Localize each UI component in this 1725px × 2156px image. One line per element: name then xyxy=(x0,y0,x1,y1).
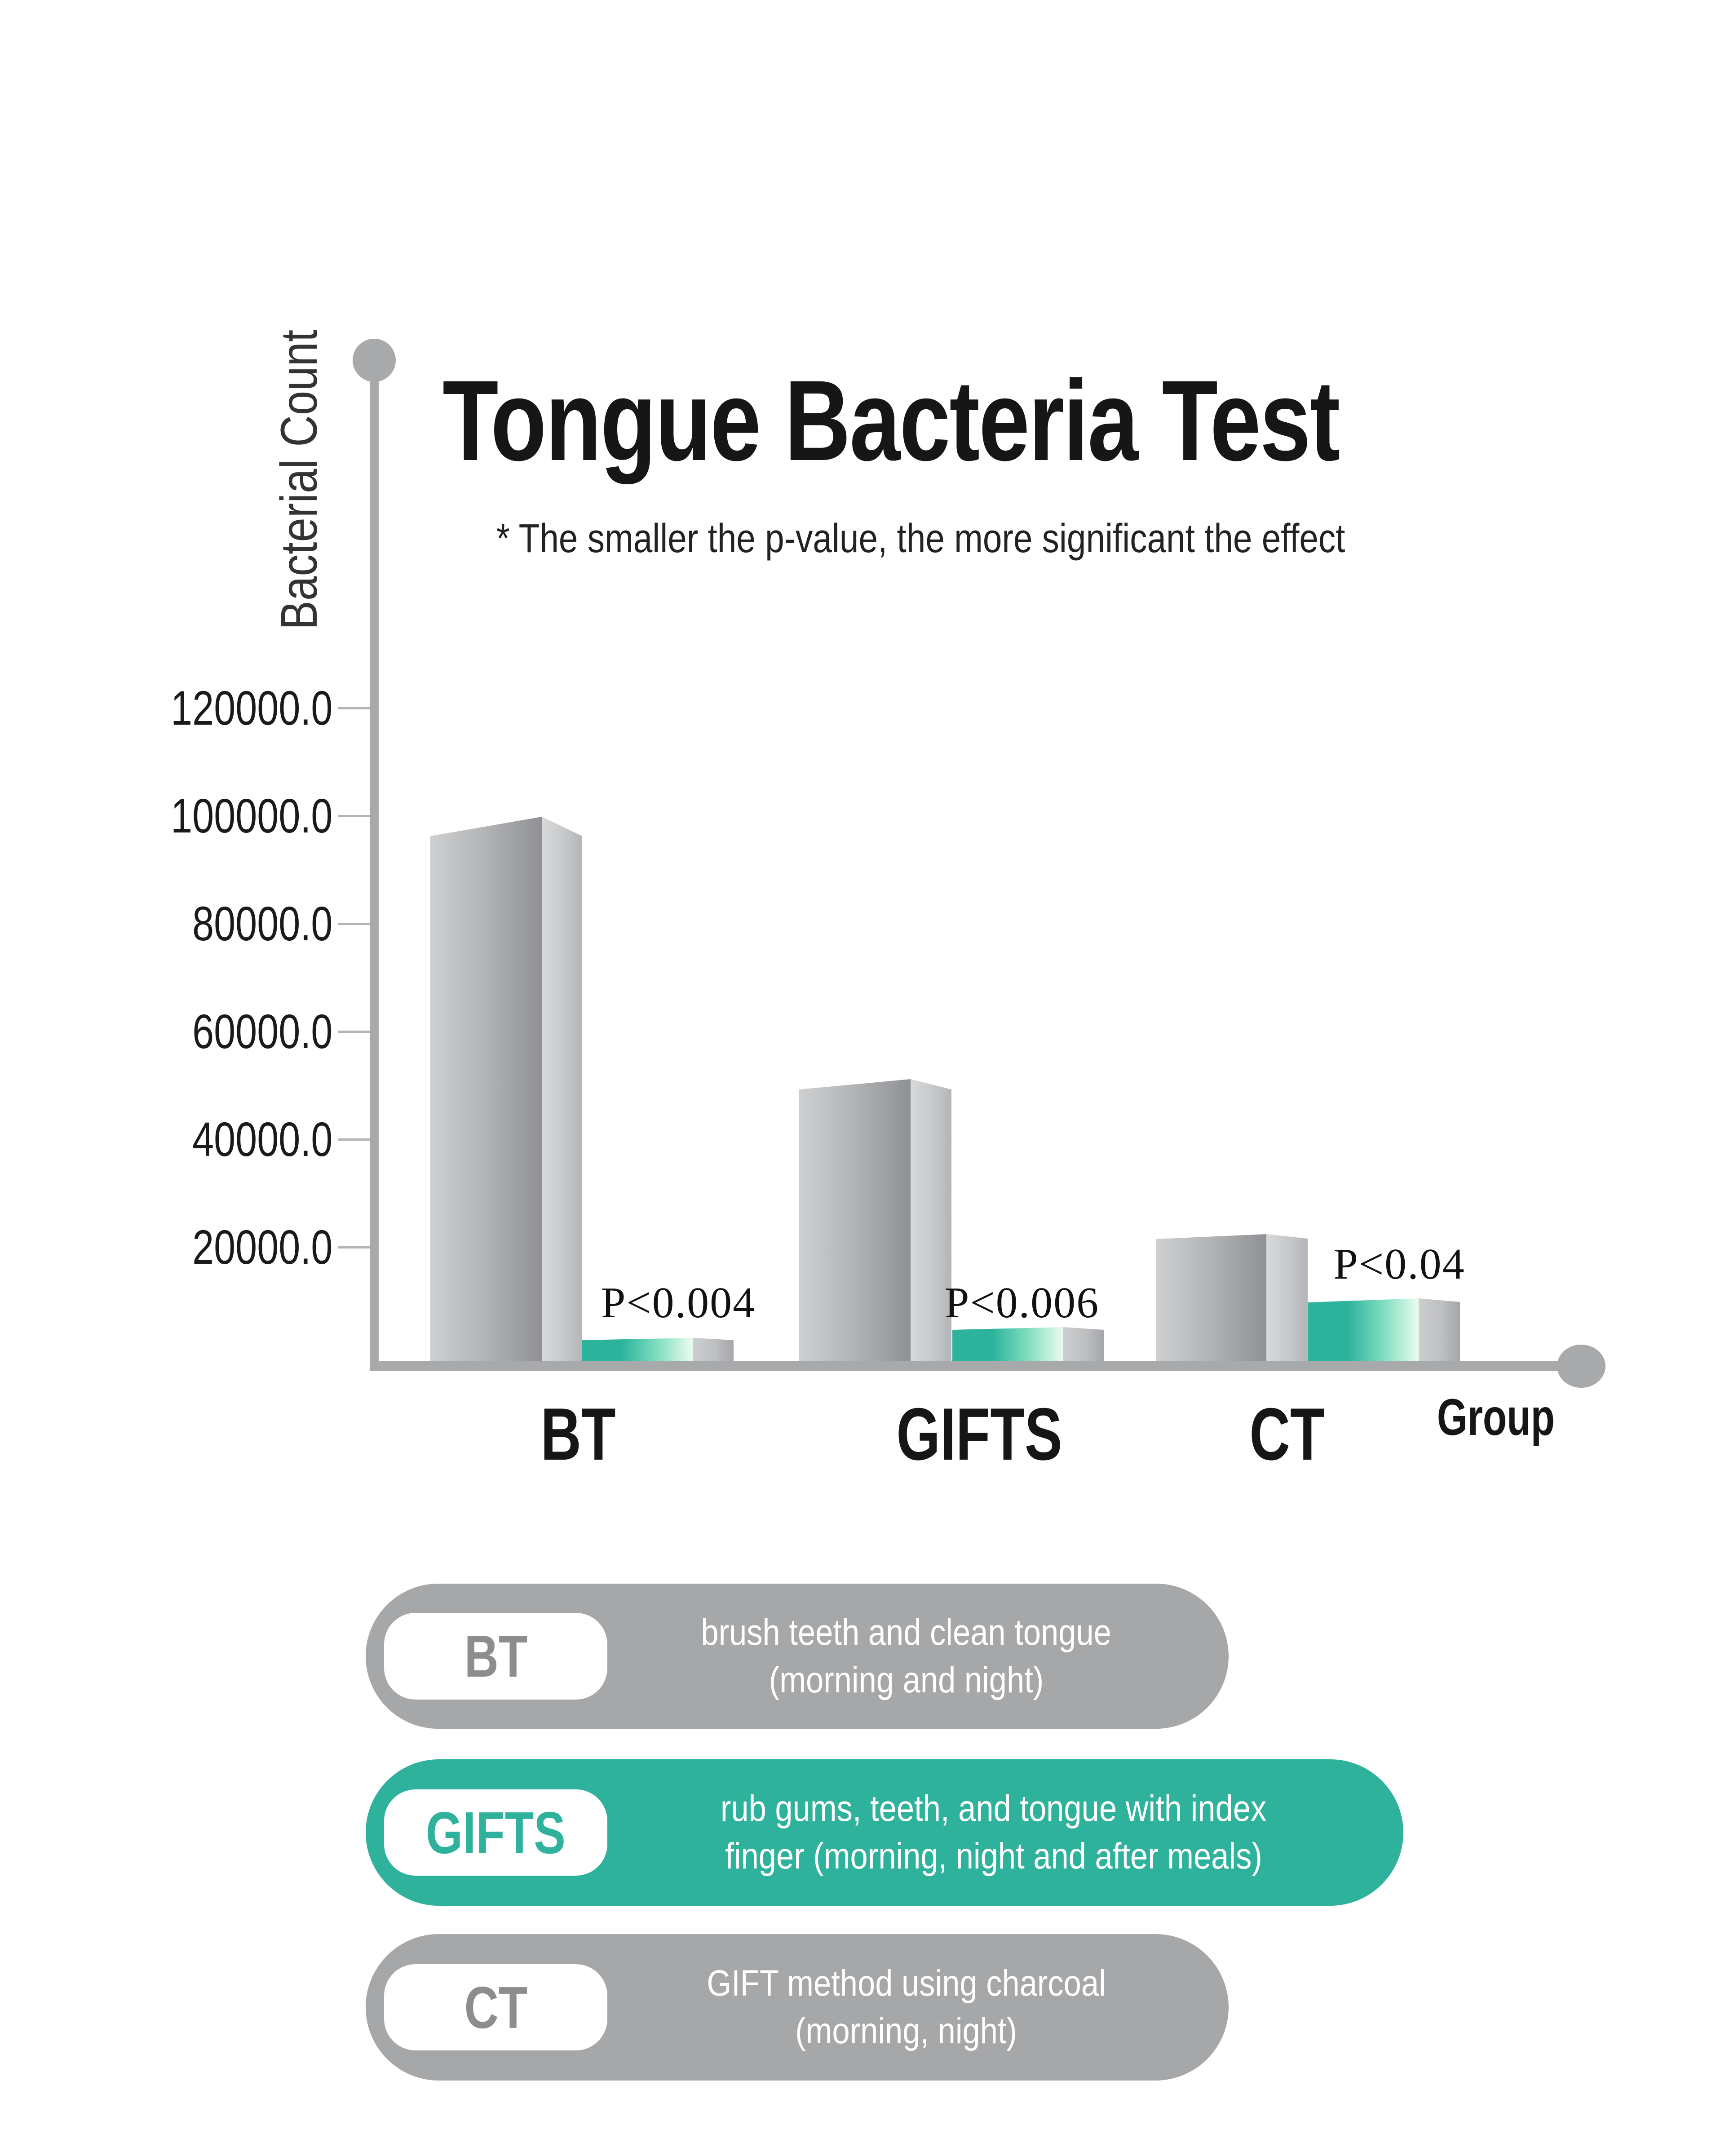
p-value-gifts: P<0.006 xyxy=(944,1279,1100,1327)
legend-key-label-ct: CT xyxy=(464,1974,527,2041)
page-title: Tongue Bacteria Test xyxy=(442,357,1340,485)
bar-bt-before-side xyxy=(542,817,582,1362)
x-label-bt: BT xyxy=(540,1393,616,1475)
y-tick-label: 120000.0 xyxy=(170,681,332,735)
legend-desc-bt: brush teeth and clean tongue (morning an… xyxy=(611,1584,1202,1729)
x-axis-end-dot xyxy=(1557,1345,1606,1388)
y-tick-label: 40000.0 xyxy=(192,1112,332,1166)
y-tick-label: 100000.0 xyxy=(170,788,332,843)
bar-bt-before-front xyxy=(430,817,542,1362)
bar-gifts-before-side xyxy=(911,1079,951,1362)
y-tick-line xyxy=(338,923,370,925)
bar-gifts-after-front xyxy=(952,1327,1063,1362)
legend-key-box-bt: BT xyxy=(384,1613,607,1700)
y-axis-title: Bacterial Count xyxy=(270,329,328,630)
bar-gifts-after-side xyxy=(1063,1327,1104,1362)
legend-desc-line: brush teeth and clean tongue xyxy=(701,1611,1112,1653)
x-label-ct: CT xyxy=(1249,1393,1325,1475)
bar-ct-before-side xyxy=(1266,1234,1308,1362)
x-axis-title: Group xyxy=(1437,1389,1555,1446)
legend-pill-ct: CT GIFT method using charcoal (morning, … xyxy=(366,1934,1229,2081)
y-tick-label: 60000.0 xyxy=(192,1004,332,1058)
y-tick-label: 80000.0 xyxy=(192,896,332,951)
legend-desc-line: rub gums, teeth, and tongue with index xyxy=(721,1788,1267,1829)
x-axis-line xyxy=(370,1361,1570,1371)
y-tick-line xyxy=(338,1246,370,1248)
legend-desc-ct: GIFT method using charcoal (morning, nig… xyxy=(611,1934,1202,2081)
p-value-ct: P<0.04 xyxy=(1333,1240,1465,1288)
bar-ct-after-side xyxy=(1419,1298,1460,1362)
y-axis-line xyxy=(370,359,379,1370)
y-tick-label: 20000.0 xyxy=(192,1220,332,1274)
legend-pill-bt: BT brush teeth and clean tongue (morning… xyxy=(366,1584,1229,1729)
legend-pill-gifts: GIFTS rub gums, teeth, and tongue with i… xyxy=(366,1759,1403,1906)
legend-key-box-gifts: GIFTS xyxy=(384,1789,607,1876)
legend-desc-line: (morning, night) xyxy=(795,2010,1017,2051)
bar-ct-after-front xyxy=(1308,1298,1419,1362)
bar-ct-before-front xyxy=(1156,1234,1266,1362)
legend-key-label-bt: BT xyxy=(464,1623,527,1689)
legend-key-box-ct: CT xyxy=(384,1964,607,2050)
legend-desc-line: (morning and night) xyxy=(769,1659,1044,1700)
y-tick-line xyxy=(338,707,370,709)
bar-bt-after-front xyxy=(582,1338,693,1362)
bar-bt-after-side xyxy=(693,1338,734,1362)
y-tick-line xyxy=(338,1138,370,1141)
chart-subtitle: * The smaller the p-value, the more sign… xyxy=(496,516,1345,561)
y-tick-line xyxy=(338,815,370,817)
bar-gifts-before-front xyxy=(799,1079,911,1362)
p-value-bt: P<0.004 xyxy=(601,1279,756,1327)
legend-desc-gifts: rub gums, teeth, and tongue with index f… xyxy=(611,1759,1376,1906)
y-tick-line xyxy=(338,1031,370,1033)
legend-desc-line: finger (morning, night and after meals) xyxy=(725,1836,1262,1877)
legend-key-label-gifts: GIFTS xyxy=(426,1799,566,1866)
legend-desc-line: GIFT method using charcoal xyxy=(707,1963,1106,2004)
x-label-gifts: GIFTS xyxy=(896,1393,1062,1475)
